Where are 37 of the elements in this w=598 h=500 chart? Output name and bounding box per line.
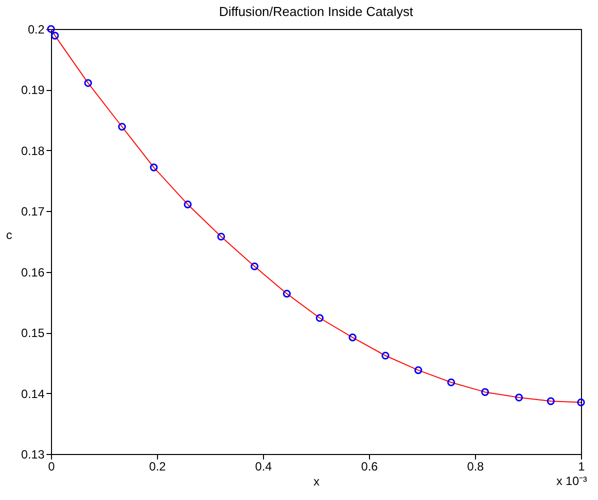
x-tick-label: 0.2 <box>149 460 166 474</box>
point <box>118 122 126 131</box>
y-tick-label: 0.15 <box>21 326 45 340</box>
point <box>47 25 55 33</box>
point <box>184 200 192 208</box>
y-tick-label: 0.13 <box>21 448 45 462</box>
point <box>84 79 92 87</box>
y-tick-label: 0.19 <box>21 83 45 98</box>
point <box>150 164 158 172</box>
point <box>414 366 422 374</box>
x-tick-label: 0.4 <box>255 460 272 474</box>
point <box>250 262 258 270</box>
point <box>348 334 356 342</box>
y-tick-label: 0.17 <box>21 204 45 219</box>
point <box>447 378 456 386</box>
y-tick-label: 0.14 <box>21 386 45 401</box>
text: x 10⁻³ <box>556 474 587 488</box>
chart-title: Diffusion/Reaction Inside Catalyst <box>218 4 414 19</box>
y-tick-label: 0.16 <box>21 265 45 280</box>
point <box>316 314 324 322</box>
x-tick-label: 0.8 <box>467 460 484 474</box>
x-tick-label: 0.6 <box>361 460 378 474</box>
point <box>382 352 390 360</box>
y-tick-label: 0.18 <box>21 144 45 158</box>
point <box>51 32 59 40</box>
point <box>515 394 523 402</box>
x-axis-title: x <box>314 474 320 488</box>
x-tick-label: 0 <box>48 460 56 474</box>
point <box>546 397 555 406</box>
point <box>481 388 489 396</box>
y-axis-title: c <box>6 228 12 242</box>
point <box>577 398 585 406</box>
point <box>217 232 226 241</box>
y-tick-label: 0.2 <box>28 22 45 36</box>
point <box>282 290 291 298</box>
line-series <box>50 28 582 403</box>
x-tick-label: 1 <box>578 460 586 474</box>
